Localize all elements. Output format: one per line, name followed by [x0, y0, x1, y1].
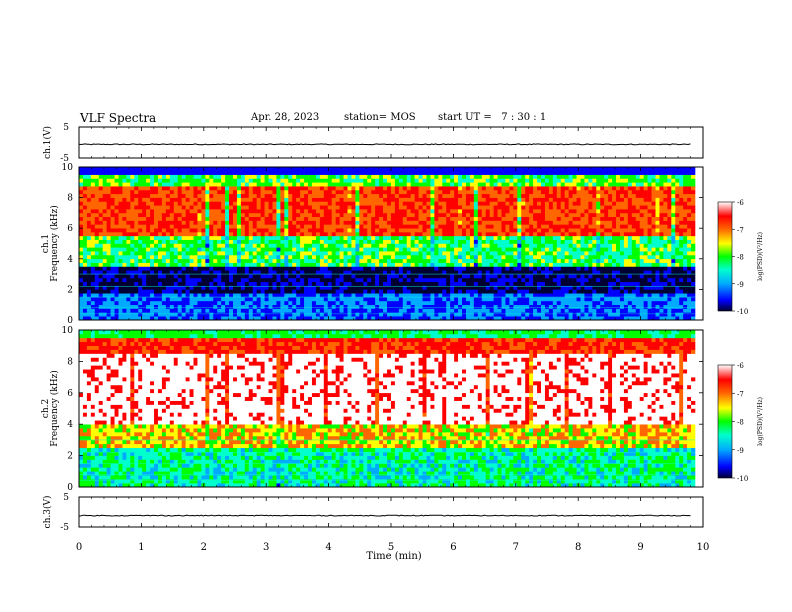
y-tick-label: 6 — [67, 224, 73, 234]
colorbar-label: log(PSD)(V²/Hz) — [757, 397, 764, 446]
y-tick-label: 4 — [67, 255, 73, 265]
y-tick-label: 10 — [62, 326, 74, 336]
x-tick-label: 1 — [138, 542, 144, 553]
y-tick-label: 6 — [67, 389, 73, 399]
x-tick-label: 4 — [325, 542, 331, 553]
y-axis-label: ch.1(V) — [42, 126, 53, 159]
panel-frame — [78, 496, 704, 528]
y-axis-label: Frequency (kHz) — [49, 370, 60, 447]
x-tick-label: 9 — [637, 542, 643, 553]
y-tick-label: 4 — [67, 420, 73, 430]
panel-frame — [78, 126, 704, 159]
colorbar-tick-label: -7 — [737, 226, 744, 234]
colorbar-label: log(PSD)(V²/Hz) — [757, 232, 764, 281]
y-axis-label: ch.3(V) — [42, 496, 53, 529]
y-tick-label: 5 — [63, 123, 69, 133]
y-axis-label: ch.1 — [41, 234, 51, 253]
station-label: station= MOS — [344, 112, 416, 123]
x-tick-label: 5 — [388, 542, 394, 553]
x-tick-label: 7 — [513, 542, 519, 553]
y-tick-label: 2 — [67, 285, 73, 295]
spectrogram-ch1 — [79, 167, 696, 321]
x-tick-label: 0 — [76, 542, 82, 553]
colorbar-tick-label: -10 — [737, 308, 748, 316]
x-axis-label: Time (min) — [366, 551, 421, 562]
start-time-label: start UT = 7 : 30 : 1 — [438, 112, 547, 123]
colorbar-tick-label: -8 — [737, 254, 744, 262]
spectrogram-ch2 — [79, 330, 696, 488]
trace-ch1 — [78, 143, 691, 146]
colorbar-tick-label: -8 — [737, 419, 744, 427]
colorbar-tick-label: -9 — [737, 281, 744, 289]
y-tick-label: 2 — [67, 452, 73, 462]
chart-title: VLF Spectra — [80, 111, 157, 125]
x-tick-label: 6 — [450, 542, 456, 553]
y-axis-label: ch.2 — [41, 399, 51, 418]
x-tick-label: 3 — [263, 542, 269, 553]
colorbar-tick-label: -7 — [737, 390, 744, 398]
colorbar-tick-label: -9 — [737, 447, 744, 455]
x-tick-label: 8 — [575, 542, 581, 553]
y-axis-label: Frequency (kHz) — [49, 205, 60, 282]
trace-ch3 — [78, 514, 691, 517]
y-tick-label: 8 — [67, 357, 73, 367]
date-label: Apr. 28, 2023 — [251, 112, 320, 123]
y-tick-label: -5 — [60, 154, 69, 164]
y-tick-label: -5 — [60, 523, 69, 533]
colorbar — [717, 364, 733, 479]
y-tick-label: 5 — [63, 493, 69, 503]
y-tick-label: 0 — [67, 483, 73, 493]
y-tick-label: 0 — [67, 316, 73, 326]
colorbar-tick-label: -6 — [737, 362, 744, 370]
x-tick-label: 2 — [201, 542, 207, 553]
y-tick-label: 10 — [62, 163, 74, 173]
colorbar-tick-label: -6 — [737, 199, 744, 207]
colorbar-tick-label: -10 — [737, 475, 748, 483]
colorbar — [717, 201, 733, 312]
y-tick-label: 8 — [67, 194, 73, 204]
x-tick-label: 10 — [697, 542, 710, 553]
